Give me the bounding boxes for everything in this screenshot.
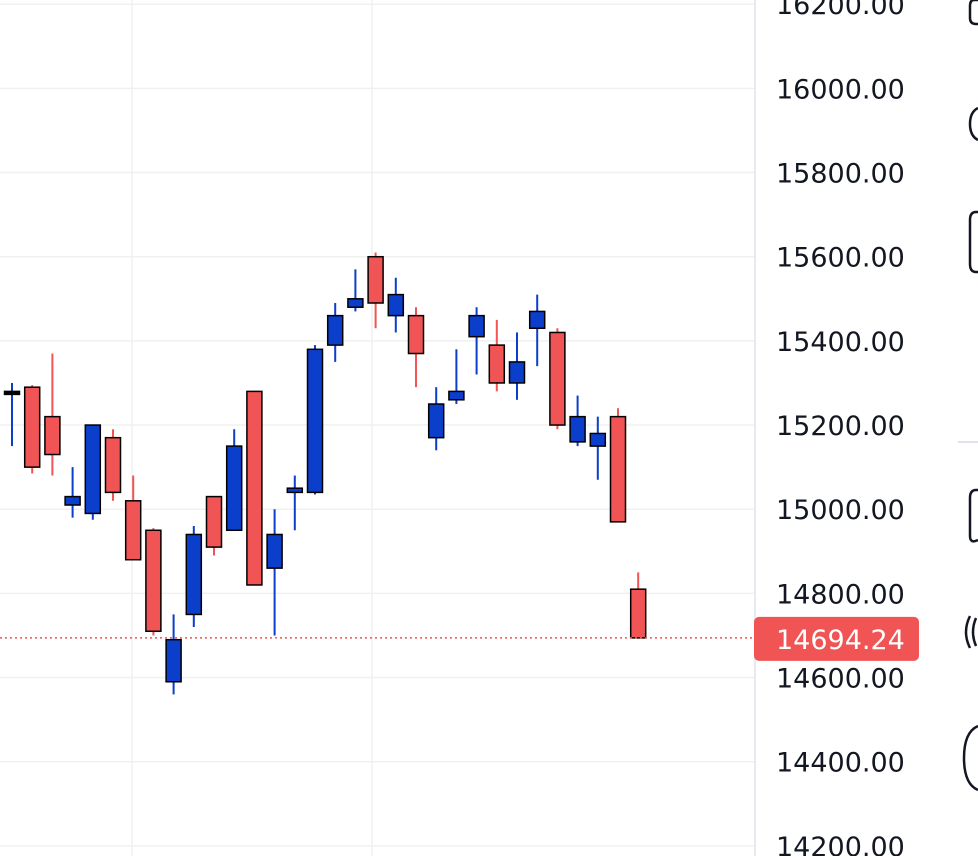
toolbar-icon-2[interactable] — [968, 106, 978, 142]
candle-body — [205, 495, 223, 548]
price-tick-label: 15400.00 — [776, 327, 905, 358]
candle[interactable] — [448, 349, 465, 405]
price-tick-label: 14600.00 — [776, 664, 905, 695]
candle[interactable] — [427, 387, 445, 451]
candle-body — [145, 529, 162, 633]
candle-body — [528, 310, 546, 330]
price-tick-label: 14400.00 — [776, 748, 905, 779]
price-tick-label: 14800.00 — [776, 579, 905, 610]
candle[interactable] — [44, 353, 61, 476]
price-axis[interactable]: 16200.00 16000.00 15800.00 15600.00 15400.00… — [776, 0, 905, 856]
grid — [0, 0, 756, 856]
candle[interactable] — [185, 526, 203, 628]
last-price-badge-bg — [754, 616, 919, 661]
price-tick-label: 15200.00 — [776, 411, 905, 442]
candle-body — [3, 390, 21, 396]
price-tick-label: 15000.00 — [776, 495, 905, 526]
candle-body — [448, 390, 465, 401]
candle-body — [629, 588, 647, 639]
price-tick-label: 14200.00 — [776, 832, 905, 856]
candle[interactable] — [407, 307, 425, 388]
last-price-label: 14694.24 — [776, 625, 905, 656]
candle[interactable] — [124, 475, 142, 561]
price-tick-label: 15800.00 — [776, 159, 905, 190]
candle-body — [246, 390, 263, 586]
candle-body — [64, 495, 81, 506]
candlestick-chart[interactable]: 16200.00 16000.00 15800.00 15600.00 15400.00… — [0, 0, 930, 856]
candle[interactable] — [367, 252, 384, 329]
candle[interactable] — [64, 467, 81, 518]
candle-body — [387, 293, 405, 317]
toolbar-icon-3[interactable] — [968, 210, 978, 274]
candle[interactable] — [549, 328, 566, 430]
candle[interactable] — [589, 416, 607, 480]
candle[interactable] — [165, 614, 182, 695]
candle-body — [306, 348, 324, 494]
candle[interactable] — [347, 269, 364, 312]
candle[interactable] — [266, 509, 283, 636]
candle[interactable] — [246, 390, 263, 586]
candle[interactable] — [326, 303, 344, 362]
candles — [3, 252, 647, 695]
candle[interactable] — [488, 319, 506, 392]
candle[interactable] — [3, 382, 21, 447]
candle[interactable] — [145, 528, 162, 636]
candle-body — [589, 432, 607, 447]
candle[interactable] — [205, 495, 223, 556]
candle[interactable] — [629, 572, 647, 639]
candle-body — [104, 436, 122, 494]
price-tick-label: 16200.00 — [776, 0, 905, 21]
toolbar-icon-6[interactable] — [962, 724, 978, 792]
candle[interactable] — [104, 429, 122, 501]
candle-body — [84, 424, 102, 515]
toolbar-icon-top[interactable] — [968, 0, 978, 26]
candle[interactable] — [569, 395, 586, 447]
candle-body — [367, 255, 384, 304]
candle[interactable] — [609, 408, 627, 523]
candle-body — [124, 500, 142, 561]
candle[interactable] — [84, 424, 102, 520]
candle-body — [468, 314, 485, 338]
candle-body — [23, 386, 41, 468]
price-tick-label: 15600.00 — [776, 243, 905, 274]
candle-body — [347, 298, 364, 308]
candle-body — [185, 533, 203, 616]
toolbar-icon-5[interactable] — [964, 615, 978, 649]
right-toolbar — [930, 0, 978, 856]
candle-body — [427, 403, 445, 439]
price-tick-label: 16000.00 — [776, 74, 905, 105]
candle-body — [569, 415, 586, 443]
candle-body — [508, 361, 526, 384]
candle-body — [44, 415, 61, 456]
candle-body — [266, 533, 283, 569]
candle[interactable] — [528, 294, 546, 367]
candle-body — [407, 314, 425, 355]
candle-body — [286, 487, 304, 494]
candle[interactable] — [286, 475, 304, 531]
candle-body — [225, 445, 243, 532]
candle[interactable] — [23, 385, 41, 474]
candle-body — [609, 415, 627, 523]
candle[interactable] — [468, 307, 485, 375]
candle[interactable] — [508, 332, 526, 400]
candle[interactable] — [225, 429, 243, 532]
candle-body — [165, 638, 182, 683]
toolbar-icon-4[interactable] — [968, 488, 978, 543]
last-price-badge: 14694.24 — [754, 616, 919, 661]
candle-body — [549, 331, 566, 426]
candle-body — [488, 344, 506, 384]
candle[interactable] — [387, 277, 405, 333]
candle[interactable] — [306, 345, 324, 495]
candle-body — [326, 314, 344, 346]
